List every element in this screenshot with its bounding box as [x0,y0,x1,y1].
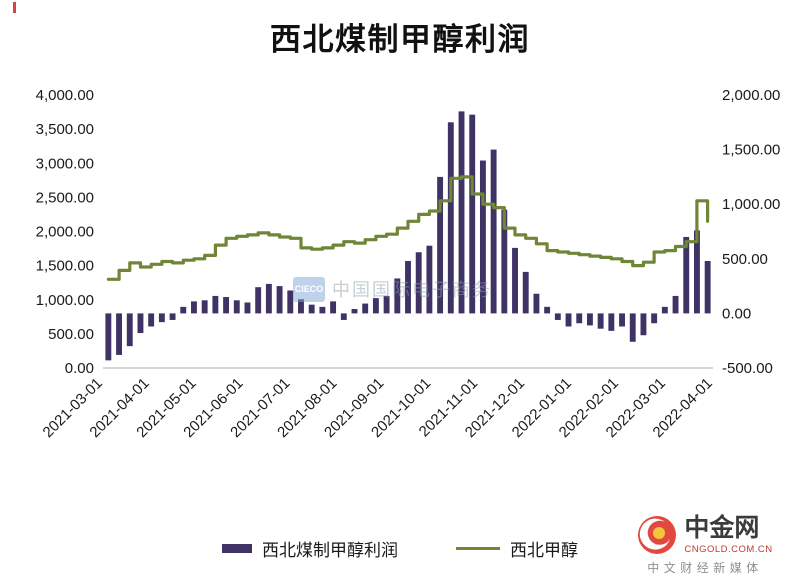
profit-bar [704,260,711,314]
profit-bar [458,111,465,314]
profit-bar [597,313,604,329]
profit-bar [126,313,133,347]
profit-bar [501,209,508,314]
cngold-branding: 中金网 CNGOLD.COM.CN 中文财经新媒体 [620,515,790,576]
profit-bar [169,313,176,320]
profit-bar [180,306,187,314]
chart-title: 西北煤制甲醇利润 [270,22,530,57]
left-axis-tick: 3,000.00 [36,155,94,172]
profit-bar [437,176,444,314]
profit-bar [340,313,347,320]
profit-bar [351,309,358,314]
left-axis-tick: 2,500.00 [36,189,94,206]
brand-row: 中金网 CNGOLD.COM.CN [620,515,790,555]
brand-name: 中金网 [684,514,760,543]
profit-bar [158,313,165,323]
legend-label-profit: 西北煤制甲醇利润 [262,541,398,560]
profit-bar [619,313,625,327]
profit-bar [608,313,615,331]
profit-bar [394,278,401,314]
profit-bar [651,313,658,324]
profit-bar [276,286,283,314]
right-axis-tick: 1,000.00 [722,196,780,213]
left-axis-tick: 500.00 [48,326,94,343]
left-axis-tick: 1,500.00 [36,258,94,275]
profit-bar [255,287,262,314]
profit-bar [576,313,583,324]
profit-bar [522,271,529,314]
profit-bar [447,122,454,314]
profit-bar [469,114,476,314]
bar-swatch-icon [222,544,252,553]
left-axis-tick: 1,000.00 [36,292,94,309]
profit-bar [319,306,326,314]
right-axis-tick: 2,000.00 [722,87,780,104]
profit-bar [244,302,251,314]
profit-bar [533,293,540,314]
profit-bar [191,301,197,314]
profit-bar [586,313,593,326]
profit-bar [512,247,518,314]
profit-bar [640,313,647,336]
profit-bar [223,297,230,314]
left-axis-tick: 3,500.00 [36,121,94,138]
legend-label-methanol: 西北甲醇 [510,541,578,560]
left-axis-tick: 2,000.00 [36,224,94,241]
profit-bar [148,313,155,327]
profit-bar [683,236,690,314]
profit-bar [694,230,700,314]
profit-bar [479,160,486,314]
profit-bar [265,283,272,314]
profit-bar [405,260,411,314]
brand-tagline: 中文财经新媒体 [647,561,763,575]
right-axis-tick: 500.00 [722,251,768,268]
profit-bar [372,298,379,314]
profit-bar [415,252,422,314]
corner-mark [13,2,16,13]
legend-item-methanol: 西北甲醇 [456,536,578,561]
profit-bar [105,313,112,361]
profit-bar [383,295,390,314]
profit-bar [490,149,497,314]
profit-bar [212,295,219,314]
profit-bar [672,295,679,314]
profit-bar [137,313,144,334]
line-swatch-icon [456,547,500,550]
profit-bar [565,313,572,327]
profit-bar [544,306,551,314]
left-axis-tick: 4,000.00 [36,87,94,104]
profit-bar [554,313,561,320]
right-axis-tick: -500.00 [722,360,773,377]
right-axis-tick: 0.00 [722,305,751,322]
profit-bar [308,304,315,314]
profit-bar [426,245,433,314]
legend: 西北煤制甲醇利润 西北甲醇 [0,536,800,561]
profit-bar [298,299,304,314]
profit-bar [116,313,122,355]
left-axis-tick: 0.00 [65,360,94,377]
brand-domain: CNGOLD.COM.CN [684,543,773,555]
methanol-price-line [106,175,710,281]
right-axis-tick: 1,500.00 [722,142,780,159]
brand-text-block: 中金网 CNGOLD.COM.CN [684,514,773,555]
cngold-logo-icon [638,516,677,554]
profit-bar [629,313,636,342]
profit-bar [330,301,337,314]
profit-bar [287,290,294,314]
legend-item-profit: 西北煤制甲醇利润 [222,536,398,561]
profit-bar [233,300,240,314]
profit-bar [362,303,369,314]
profit-bar [661,306,668,314]
profit-bar [201,300,208,314]
